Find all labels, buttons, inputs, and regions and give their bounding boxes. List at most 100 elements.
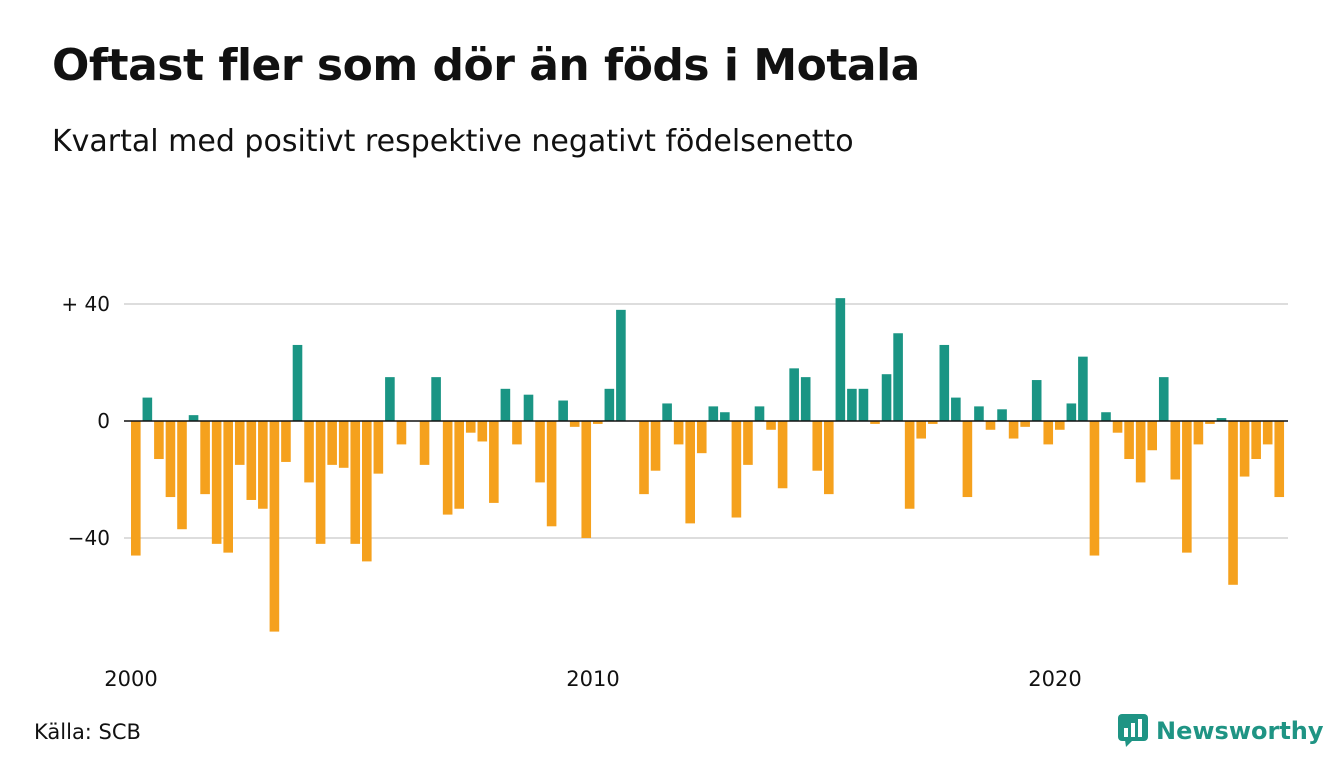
bar-negative — [1043, 421, 1054, 445]
bar-negative — [650, 421, 661, 471]
y-axis-labels: + 40 0 −40 — [61, 292, 110, 550]
bar-positive — [431, 377, 441, 422]
bar-negative — [1251, 421, 1261, 460]
bar-negative — [766, 421, 776, 430]
bar-negative — [916, 421, 926, 439]
bar-positive — [708, 406, 719, 422]
bar-negative — [258, 421, 268, 509]
bar-negative — [535, 421, 545, 483]
bar-chart-logo-icon — [1118, 714, 1148, 747]
bar-positive — [1066, 403, 1077, 421]
bar-negative — [338, 421, 349, 468]
bar-negative — [200, 421, 210, 495]
bar-positive — [800, 377, 811, 422]
bar-negative — [131, 421, 141, 556]
bar-negative — [985, 421, 996, 430]
bar-negative — [465, 421, 476, 433]
bar-negative — [350, 421, 361, 544]
bar-negative — [315, 421, 326, 544]
bar-negative — [234, 421, 245, 465]
bar-positive — [951, 397, 961, 421]
source-label: Källa: SCB — [34, 720, 141, 744]
bar-negative — [165, 421, 176, 498]
bar-negative — [812, 421, 823, 471]
bar-positive — [604, 388, 615, 421]
chart-subtitle: Kvartal med positivt respektive negativt… — [52, 124, 854, 159]
bar-negative — [1135, 421, 1146, 483]
bar-negative — [477, 421, 488, 442]
bar-positive — [997, 409, 1007, 421]
bar-positive — [789, 368, 799, 421]
bar-negative — [373, 421, 384, 474]
bar-negative — [1020, 421, 1030, 427]
bar-negative — [396, 421, 407, 445]
x-tick-label: 2010 — [566, 667, 619, 691]
bars — [131, 298, 1285, 632]
bar-positive — [558, 400, 568, 421]
bar-positive — [881, 374, 892, 421]
chart-title: Oftast fler som dör än föds i Motala — [52, 40, 920, 91]
bar-negative — [1008, 421, 1019, 439]
bar-negative — [154, 421, 164, 460]
bar-negative — [1147, 421, 1157, 451]
y-tick-label: 0 — [97, 409, 110, 433]
bar-positive — [1158, 377, 1169, 422]
bar-positive — [939, 344, 950, 421]
bar-negative — [489, 421, 499, 503]
bar-negative — [593, 421, 603, 424]
x-axis-labels: 2000 2010 2020 — [104, 667, 1081, 691]
bar-chart: + 40 0 −40 2000 2010 2020 — [61, 292, 1288, 691]
bar-negative — [1262, 421, 1273, 445]
bar-negative — [1089, 421, 1100, 556]
bar-negative — [569, 421, 580, 427]
bar-positive — [847, 388, 857, 421]
bar-positive — [1078, 356, 1088, 421]
bar-positive — [292, 344, 303, 421]
bar-positive — [893, 333, 903, 421]
bar-positive — [385, 377, 395, 422]
bar-negative — [824, 421, 834, 495]
x-tick-label: 2020 — [1028, 667, 1081, 691]
bar-negative — [1182, 421, 1192, 553]
bar-negative — [731, 421, 742, 518]
bar-positive — [1101, 412, 1111, 421]
bar-negative — [362, 421, 372, 562]
bar-negative — [269, 421, 280, 632]
bar-negative — [454, 421, 464, 509]
bar-negative — [1274, 421, 1285, 498]
bar-negative — [546, 421, 557, 527]
newsworthy-logo[interactable]: Newsworthy — [1118, 714, 1324, 748]
bar-negative — [246, 421, 257, 500]
bar-negative — [581, 421, 592, 538]
bar-negative — [177, 421, 187, 530]
bar-positive — [858, 388, 869, 421]
bar-positive — [188, 415, 199, 421]
bar-negative — [685, 421, 695, 524]
bar-negative — [512, 421, 522, 445]
bar-negative — [1205, 421, 1215, 424]
bar-positive — [142, 397, 153, 421]
bar-negative — [962, 421, 973, 498]
bar-negative — [304, 421, 314, 483]
x-tick-label: 2000 — [104, 667, 157, 691]
brand-name: Newsworthy — [1156, 717, 1324, 745]
bar-negative — [281, 421, 291, 462]
bar-negative — [696, 421, 707, 454]
bar-negative — [1170, 421, 1181, 480]
bar-negative — [327, 421, 337, 465]
bar-negative — [442, 421, 453, 515]
bar-negative — [777, 421, 788, 489]
bar-negative — [419, 421, 430, 465]
bar-positive — [1216, 418, 1227, 421]
bar-negative — [1112, 421, 1123, 433]
bar-positive — [500, 388, 511, 421]
bar-positive — [754, 406, 765, 422]
bar-negative — [1239, 421, 1250, 477]
bar-negative — [211, 421, 222, 544]
bar-negative — [870, 421, 880, 424]
bar-positive — [1031, 380, 1042, 421]
bar-positive — [662, 403, 672, 421]
bar-negative — [1055, 421, 1065, 430]
bar-negative — [904, 421, 915, 509]
bar-negative — [639, 421, 649, 495]
